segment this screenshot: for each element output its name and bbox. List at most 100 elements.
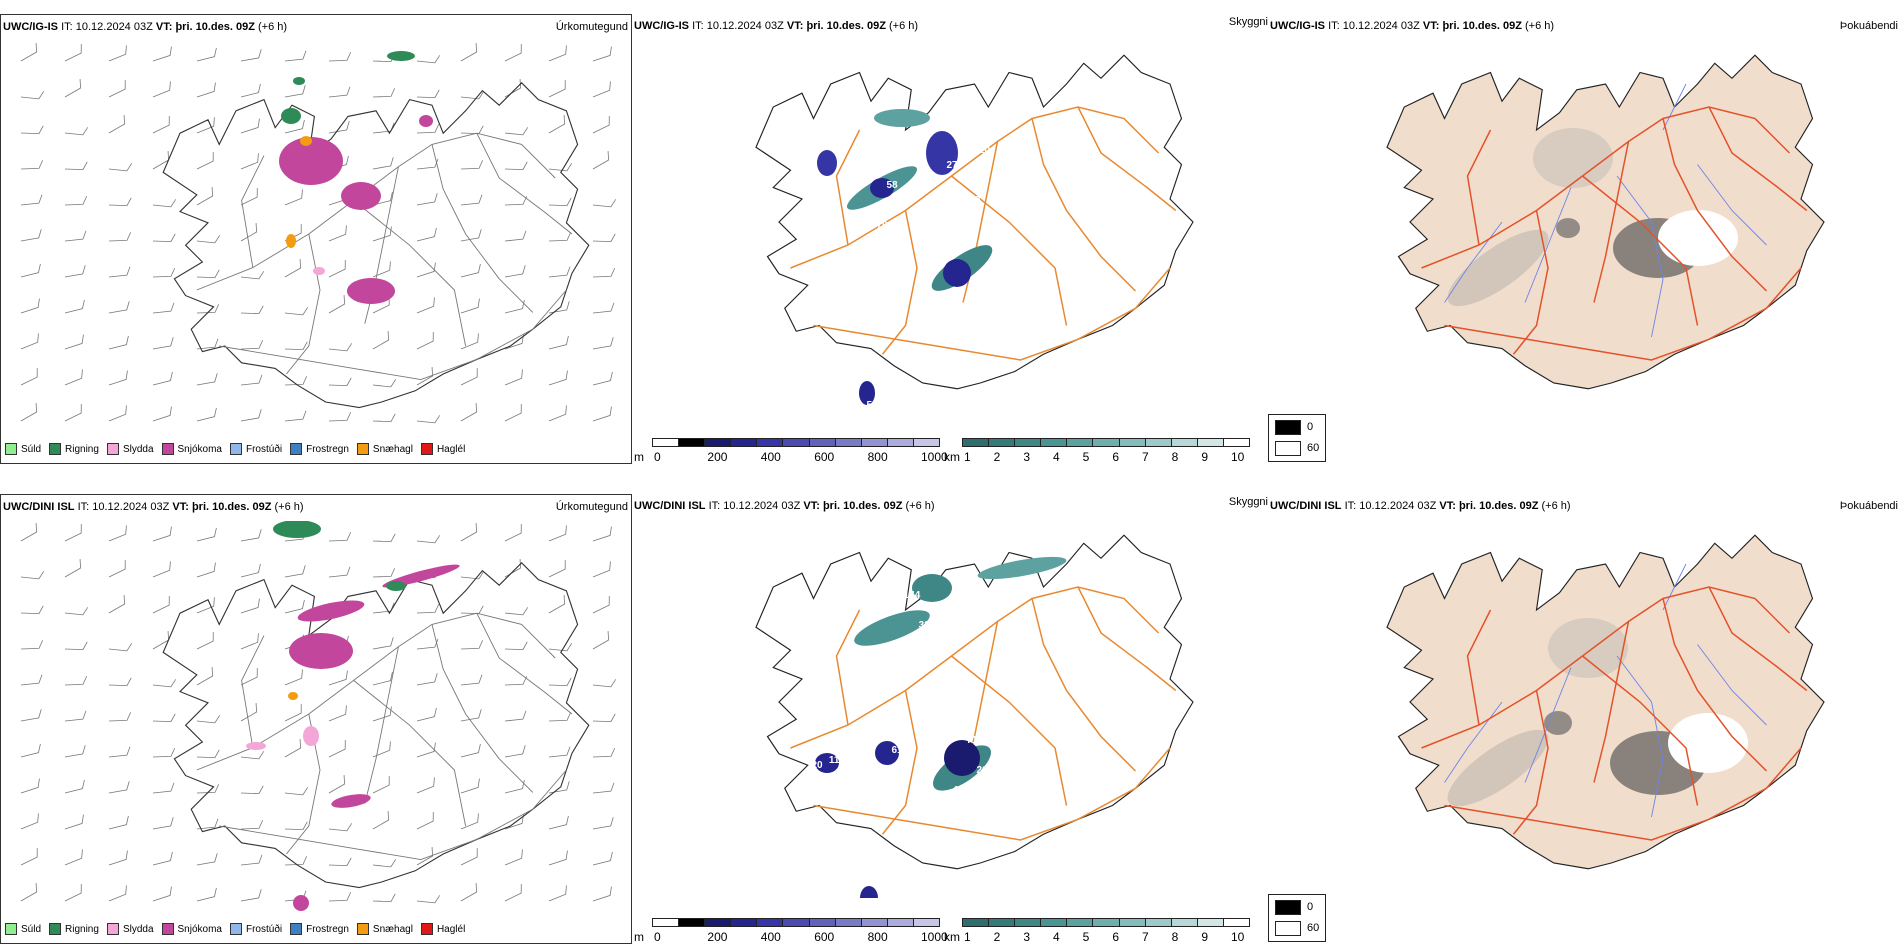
wind-barb — [284, 307, 309, 316]
colorbar-segment — [1222, 918, 1250, 927]
visibility-value: 110 — [974, 145, 991, 156]
wind-barb — [196, 82, 216, 98]
river-line — [1697, 644, 1767, 726]
fog-panel-dini: UWC/DINI ISL IT: 10.12.2024 03Z VT: þri.… — [1268, 494, 1900, 944]
wind-barb — [20, 403, 38, 422]
wind-barb — [196, 235, 221, 244]
wind-barb — [416, 158, 439, 170]
lead-time: (+6 h) — [1525, 20, 1555, 32]
wind-barb — [504, 230, 527, 242]
colorbar-segment — [1144, 918, 1172, 927]
visibility-value: 12 — [1026, 230, 1038, 241]
visibility-value: 144 — [904, 590, 921, 601]
wind-barb — [548, 163, 573, 172]
colorbar-unit: km — [944, 450, 960, 464]
init-time: 10.12.2024 03Z — [723, 500, 801, 512]
wind-barb — [64, 265, 86, 278]
lead-time: (+6 h) — [274, 501, 304, 513]
wind-barb — [196, 47, 217, 62]
legend-label: Slydda — [122, 443, 154, 455]
road-line — [1708, 106, 1808, 212]
legend-item: Súld — [5, 923, 41, 935]
wind-barb — [284, 821, 308, 831]
wind-barb — [460, 709, 482, 722]
visibility-value: 189 — [964, 195, 981, 206]
wind-barb — [548, 643, 573, 652]
legend-label: Rigning — [65, 443, 99, 455]
wind-barb — [64, 607, 89, 616]
wind-barb — [196, 667, 214, 686]
wind-barb — [592, 46, 612, 62]
colorbar-segment — [652, 918, 680, 927]
road-line — [353, 200, 467, 347]
wind-barb — [64, 230, 87, 242]
wind-barb — [108, 266, 131, 278]
wind-barb — [460, 263, 481, 278]
wind-barb — [20, 883, 38, 902]
wind-barb — [20, 743, 41, 758]
wind-barb — [592, 886, 612, 902]
road-line — [1444, 747, 1802, 841]
colorbar-tick: 2 — [993, 930, 1001, 944]
wind-barb — [328, 670, 348, 686]
wind-barb — [152, 851, 173, 866]
wind-barb — [240, 305, 264, 315]
fog-low-swatch — [1275, 921, 1301, 936]
wind-barb — [416, 227, 437, 242]
colorbar-segment — [782, 438, 810, 447]
lead-time: (+6 h) — [258, 21, 288, 33]
colorbar-tick: 800 — [867, 930, 888, 944]
wind-barb — [372, 533, 396, 543]
wind-barb — [108, 781, 130, 794]
wind-barb — [592, 151, 610, 170]
legend-item: Frostregn — [290, 923, 349, 935]
snow-area — [297, 600, 365, 622]
wind-barb — [240, 340, 264, 350]
wind-barb — [460, 194, 483, 206]
visibility-value: 256 — [924, 245, 941, 256]
wind-barb — [152, 371, 173, 386]
lead-time: (+6 h) — [889, 20, 919, 32]
wind-barb — [152, 199, 177, 208]
wind-barb — [548, 746, 571, 758]
precip-panel-dini: UWC/DINI ISL IT: 10.12.2024 03Z VT: þri.… — [0, 494, 632, 944]
wind-barb — [196, 117, 215, 134]
road-network — [790, 586, 1177, 841]
wind-barb — [592, 526, 612, 542]
legend-item: Frostregn — [290, 443, 349, 455]
wind-barb — [284, 376, 308, 386]
wind-barb — [108, 595, 126, 614]
fog-legend: 0 60 — [1268, 414, 1326, 462]
wind-barb — [240, 188, 258, 206]
very-low-vis-area — [870, 178, 894, 198]
wind-barb — [240, 153, 259, 170]
colorbar-tick: 600 — [814, 450, 835, 464]
precip-map — [20, 521, 617, 911]
snow-area — [347, 278, 395, 304]
road-line — [476, 132, 573, 235]
wind-barb — [240, 563, 261, 578]
wind-barb — [592, 199, 617, 208]
colorbar-tick: 9 — [1201, 930, 1209, 944]
wind-barb — [592, 302, 615, 314]
wind-barb — [152, 817, 174, 830]
colorbar-kilometers: km 1 2 3 4 5 6 7 8 9 10 — [944, 438, 1250, 468]
legend-label: Rigning — [65, 923, 99, 935]
wind-barb — [460, 125, 484, 135]
wind-barb — [504, 79, 522, 98]
wind-barb — [504, 641, 528, 651]
wind-barb — [372, 671, 393, 686]
visibility-areas — [817, 109, 993, 405]
road-line — [1593, 141, 1630, 303]
wind-barb — [152, 81, 171, 98]
wind-barb — [372, 776, 390, 794]
wind-barb — [328, 823, 353, 832]
legend-item: Frostúði — [229, 443, 282, 455]
wind-barb — [240, 271, 265, 280]
colorbar-segment — [1014, 438, 1042, 447]
wind-barb — [196, 527, 217, 542]
colorbar-tick: 8 — [1171, 930, 1179, 944]
road-line — [1466, 609, 1492, 726]
wind-barb — [504, 745, 526, 758]
legend-swatch — [229, 923, 242, 935]
